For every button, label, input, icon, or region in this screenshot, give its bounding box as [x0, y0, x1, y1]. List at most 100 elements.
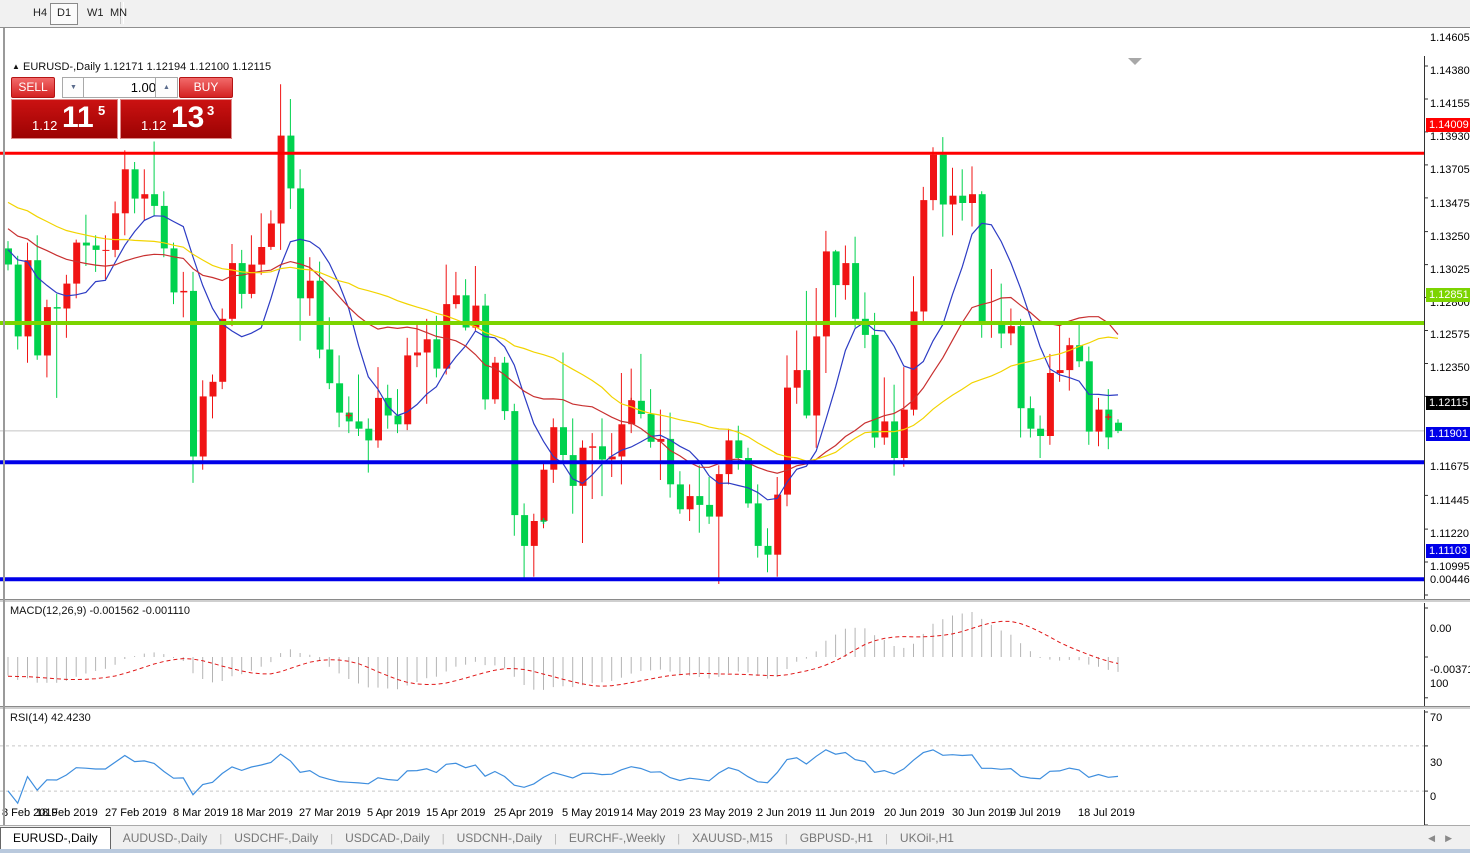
candle-body[interactable]: [1095, 409, 1103, 432]
volume-decrease-button[interactable]: ▼: [62, 77, 85, 98]
timeframe-button-MN[interactable]: MN: [110, 7, 128, 19]
candle-body[interactable]: [793, 370, 801, 388]
candle-body[interactable]: [326, 349, 334, 384]
chart-tab-ukoil-h1[interactable]: UKOil-,H1: [899, 831, 954, 845]
candle-body[interactable]: [151, 194, 159, 206]
candle-body[interactable]: [452, 295, 460, 305]
candle-body[interactable]: [131, 169, 139, 199]
candle-body[interactable]: [287, 135, 295, 189]
candle-body[interactable]: [881, 421, 889, 438]
candle-body[interactable]: [1076, 345, 1084, 362]
candle-body[interactable]: [715, 474, 723, 517]
chart-tab-usdcnh-daily[interactable]: USDCNH-,Daily: [456, 831, 542, 845]
candle-body[interactable]: [141, 194, 149, 199]
candle-body[interactable]: [482, 305, 490, 400]
candle-body[interactable]: [1056, 370, 1064, 373]
volume-input[interactable]: [83, 77, 162, 98]
candle-body[interactable]: [852, 263, 860, 319]
candle-body[interactable]: [277, 135, 285, 224]
candle-body[interactable]: [676, 484, 684, 510]
candle-body[interactable]: [1085, 361, 1093, 432]
scroll-to-end-icon[interactable]: [1128, 58, 1142, 65]
candle-body[interactable]: [978, 194, 986, 324]
candle-body[interactable]: [365, 428, 373, 441]
chart-tab-eurusd-daily[interactable]: EURUSD-,Daily: [0, 827, 111, 850]
candle-body[interactable]: [34, 260, 42, 356]
candle-body[interactable]: [267, 223, 275, 247]
candle-body[interactable]: [336, 383, 344, 413]
candle-body[interactable]: [637, 400, 645, 414]
candle-body[interactable]: [1066, 345, 1074, 371]
candle-body[interactable]: [706, 504, 714, 517]
candle-body[interactable]: [423, 339, 431, 353]
candle-body[interactable]: [813, 336, 821, 416]
candle-body[interactable]: [209, 381, 217, 397]
candle-body[interactable]: [238, 263, 246, 294]
volume-increase-button[interactable]: ▲: [155, 77, 178, 98]
candle-body[interactable]: [861, 318, 869, 335]
candle-body[interactable]: [414, 352, 421, 356]
candle-body[interactable]: [959, 195, 967, 203]
candle-body[interactable]: [297, 188, 305, 299]
candle-body[interactable]: [1027, 408, 1035, 429]
candle-body[interactable]: [550, 427, 558, 470]
candle-body[interactable]: [160, 205, 168, 249]
buy-price-display[interactable]: 1.12 13 3: [120, 99, 232, 139]
candle-body[interactable]: [900, 409, 908, 458]
candle-body[interactable]: [229, 263, 236, 319]
candle-body[interactable]: [1105, 409, 1113, 438]
candle-body[interactable]: [394, 415, 402, 425]
candle-body[interactable]: [754, 503, 762, 546]
candle-body[interactable]: [14, 264, 22, 337]
pane-splitter-macd[interactable]: [0, 599, 1470, 603]
candle-body[interactable]: [443, 304, 451, 369]
chart-tab-audusd-daily[interactable]: AUDUSD-,Daily: [122, 831, 208, 845]
candle-body[interactable]: [696, 496, 704, 505]
candle-body[interactable]: [735, 440, 743, 458]
candle-body[interactable]: [618, 424, 626, 457]
chart-tab-xauusd-m15[interactable]: XAUUSD-,M15: [692, 831, 773, 845]
candle-body[interactable]: [969, 194, 976, 203]
candle-body[interactable]: [306, 280, 314, 299]
candle-body[interactable]: [433, 339, 441, 369]
chart-tab-usdcad-daily[interactable]: USDCAD-,Daily: [345, 831, 430, 845]
candle-body[interactable]: [842, 263, 850, 286]
candle-body[interactable]: [939, 154, 947, 205]
candle-body[interactable]: [569, 455, 577, 486]
candle-body[interactable]: [355, 421, 363, 429]
candle-body[interactable]: [53, 307, 61, 309]
tab-scroll-arrows[interactable]: ◀▶: [1428, 833, 1462, 844]
candle-body[interactable]: [657, 438, 665, 442]
candle-body[interactable]: [774, 494, 782, 555]
chart-tab-gbpusd-h1[interactable]: GBPUSD-,H1: [799, 831, 874, 845]
candle-body[interactable]: [248, 264, 256, 294]
chart-tab-usdchf-daily[interactable]: USDCHF-,Daily: [234, 831, 319, 845]
candle-body[interactable]: [628, 400, 636, 425]
candle-body[interactable]: [745, 458, 752, 504]
candle-body[interactable]: [560, 427, 567, 455]
tab-scroll-left-icon[interactable]: ◀: [1428, 833, 1446, 843]
candle-body[interactable]: [784, 387, 791, 495]
chart-canvas[interactable]: [0, 28, 1470, 853]
candle-body[interactable]: [501, 362, 509, 412]
candle-body[interactable]: [24, 260, 32, 337]
candle-body[interactable]: [1017, 326, 1025, 409]
timeframe-button-D1[interactable]: D1: [50, 3, 79, 25]
candle-body[interactable]: [1007, 326, 1015, 334]
candle-body[interactable]: [822, 251, 830, 337]
candle-body[interactable]: [998, 323, 1006, 334]
candle-body[interactable]: [579, 447, 587, 486]
timeframe-button-H4[interactable]: H4: [33, 7, 48, 19]
candle-body[interactable]: [472, 305, 480, 328]
candle-body[interactable]: [608, 456, 616, 460]
sell-button[interactable]: SELL: [11, 77, 55, 98]
candle-body[interactable]: [219, 318, 227, 382]
candle-body[interactable]: [82, 242, 90, 246]
candle-body[interactable]: [920, 200, 928, 312]
candle-body[interactable]: [404, 355, 412, 425]
candle-body[interactable]: [803, 370, 811, 416]
candle-body[interactable]: [462, 295, 470, 328]
candle-body[interactable]: [92, 245, 100, 250]
candle-body[interactable]: [102, 249, 110, 251]
candle-body[interactable]: [112, 213, 120, 250]
